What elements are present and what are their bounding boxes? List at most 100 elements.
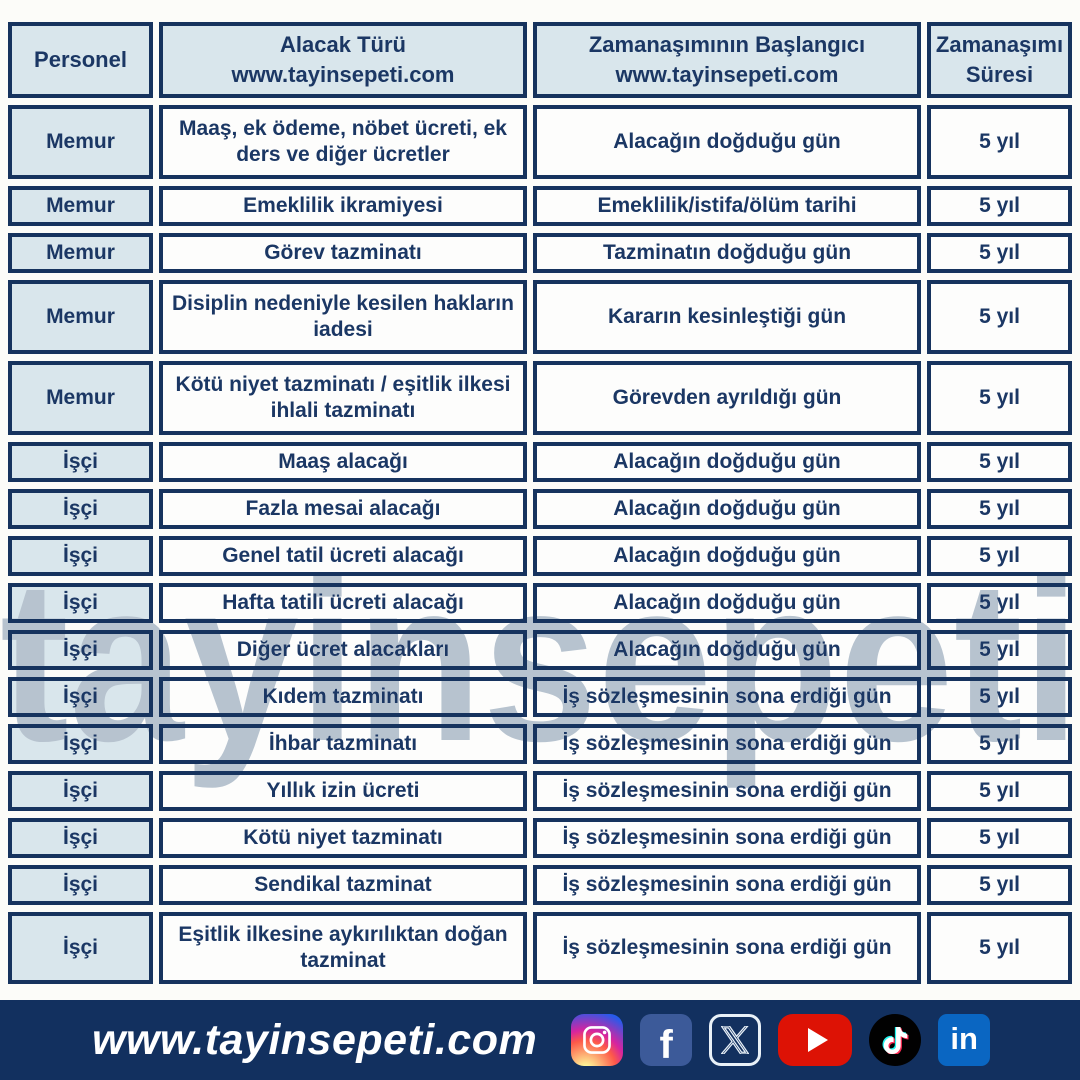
cell-baslangic: Alacağın doğduğu gün [533, 583, 921, 623]
linkedin-in-glyph: in [950, 1020, 978, 1056]
table-row: İşçi İhbar tazminatı İş sözleşmesinin so… [8, 724, 1072, 764]
cell-sure: 5 yıl [927, 865, 1072, 905]
social-icons: f in [571, 1014, 991, 1067]
cell-alacak-turu: Görev tazminatı [159, 233, 527, 273]
tiktok-icon[interactable] [869, 1014, 922, 1066]
cell-personel: İşçi [8, 865, 153, 905]
tiktok-note-glyph [882, 1026, 909, 1054]
cell-alacak-turu: Fazla mesai alacağı [159, 489, 527, 529]
cell-sure: 5 yıl [927, 583, 1072, 623]
cell-baslangic: Görevden ayrıldığı gün [533, 361, 921, 435]
table-row: İşçi Fazla mesai alacağı Alacağın doğduğ… [8, 489, 1072, 529]
facebook-f-glyph: f [659, 1023, 673, 1067]
cell-alacak-turu: Maaş, ek ödeme, nöbet ücreti, ek ders ve… [159, 105, 527, 179]
cell-alacak-turu: Eşitlik ilkesine aykırılıktan doğan tazm… [159, 912, 527, 984]
cell-sure: 5 yıl [927, 105, 1072, 179]
cell-baslangic: Alacağın doğduğu gün [533, 442, 921, 482]
cell-alacak-turu: İhbar tazminatı [159, 724, 527, 764]
header-sure: Zamanaşımı Süresi [927, 22, 1072, 98]
header-row: Personel Alacak Türü www.tayinsepeti.com… [8, 22, 1072, 98]
youtube-icon[interactable] [778, 1014, 853, 1066]
cell-personel: İşçi [8, 583, 153, 623]
cell-alacak-turu: Kötü niyet tazminatı / eşitlik ilkesi ih… [159, 361, 527, 435]
cell-sure: 5 yıl [927, 771, 1072, 811]
cell-baslangic: İş sözleşmesinin sona erdiği gün [533, 771, 921, 811]
table-row: İşçi Eşitlik ilkesine aykırılıktan doğan… [8, 912, 1072, 984]
cell-baslangic: Tazminatın doğduğu gün [533, 233, 921, 273]
linkedin-icon[interactable]: in [938, 1014, 991, 1066]
table-row: İşçi Genel tatil ücreti alacağı Alacağın… [8, 536, 1072, 576]
cell-alacak-turu: Sendikal tazminat [159, 865, 527, 905]
youtube-play-glyph [807, 1028, 828, 1052]
cell-alacak-turu: Genel tatil ücreti alacağı [159, 536, 527, 576]
cell-sure: 5 yıl [927, 536, 1072, 576]
cell-personel: İşçi [8, 818, 153, 858]
table-row: Memur Maaş, ek ödeme, nöbet ücreti, ek d… [8, 105, 1072, 179]
instagram-icon[interactable] [571, 1014, 624, 1066]
cell-personel: İşçi [8, 724, 153, 764]
cell-sure: 5 yıl [927, 186, 1072, 226]
cell-baslangic: İş sözleşmesinin sona erdiği gün [533, 818, 921, 858]
cell-personel: İşçi [8, 442, 153, 482]
cell-sure: 5 yıl [927, 361, 1072, 435]
cell-baslangic: Alacağın doğduğu gün [533, 489, 921, 529]
table-row: İşçi Diğer ücret alacakları Alacağın doğ… [8, 630, 1072, 670]
cell-sure: 5 yıl [927, 677, 1072, 717]
cell-baslangic: İş sözleşmesinin sona erdiği gün [533, 724, 921, 764]
cell-alacak-turu: Disiplin nedeniyle kesilen hakların iade… [159, 280, 527, 354]
cell-personel: Memur [8, 186, 153, 226]
cell-personel: Memur [8, 361, 153, 435]
zamanasimi-table: Personel Alacak Türü www.tayinsepeti.com… [2, 15, 1078, 991]
cell-personel: İşçi [8, 630, 153, 670]
header-alacak-turu: Alacak Türü www.tayinsepeti.com [159, 22, 527, 98]
table-row: İşçi Yıllık izin ücreti İş sözleşmesinin… [8, 771, 1072, 811]
cell-alacak-turu: Kötü niyet tazminatı [159, 818, 527, 858]
table-row: Memur Görev tazminatı Tazminatın doğduğu… [8, 233, 1072, 273]
cell-alacak-turu: Hafta tatili ücreti alacağı [159, 583, 527, 623]
cell-baslangic: Alacağın doğduğu gün [533, 105, 921, 179]
cell-sure: 5 yıl [927, 724, 1072, 764]
cell-sure: 5 yıl [927, 233, 1072, 273]
cell-personel: İşçi [8, 489, 153, 529]
cell-sure: 5 yıl [927, 280, 1072, 354]
table-row: İşçi Sendikal tazminat İş sözleşmesinin … [8, 865, 1072, 905]
table-row: Memur Emeklilik ikramiyesi Emeklilik/ist… [8, 186, 1072, 226]
table-row: İşçi Hafta tatili ücreti alacağı Alacağı… [8, 583, 1072, 623]
cell-baslangic: İş sözleşmesinin sona erdiği gün [533, 865, 921, 905]
cell-sure: 5 yıl [927, 630, 1072, 670]
x-glyph [721, 1026, 750, 1054]
table-row: Memur Kötü niyet tazminatı / eşitlik ilk… [8, 361, 1072, 435]
cell-baslangic: Emeklilik/istifa/ölüm tarihi [533, 186, 921, 226]
x-icon[interactable] [709, 1014, 762, 1066]
cell-alacak-turu: Yıllık izin ücreti [159, 771, 527, 811]
footer-bar: www.tayinsepeti.com f [0, 1000, 1080, 1080]
cell-personel: Memur [8, 105, 153, 179]
table-row: İşçi Maaş alacağı Alacağın doğduğu gün 5… [8, 442, 1072, 482]
cell-sure: 5 yıl [927, 442, 1072, 482]
cell-baslangic: Alacağın doğduğu gün [533, 536, 921, 576]
cell-personel: İşçi [8, 912, 153, 984]
cell-baslangic: Kararın kesinleştiği gün [533, 280, 921, 354]
cell-alacak-turu: Emeklilik ikramiyesi [159, 186, 527, 226]
cell-sure: 5 yıl [927, 912, 1072, 984]
cell-baslangic: İş sözleşmesinin sona erdiği gün [533, 912, 921, 984]
cell-alacak-turu: Diğer ücret alacakları [159, 630, 527, 670]
cell-alacak-turu: Kıdem tazminatı [159, 677, 527, 717]
header-personel: Personel [8, 22, 153, 98]
header-baslangic: Zamanaşımının Başlangıcı www.tayinsepeti… [533, 22, 921, 98]
table-row: Memur Disiplin nedeniyle kesilen hakları… [8, 280, 1072, 354]
table-row: İşçi Kötü niyet tazminatı İş sözleşmesin… [8, 818, 1072, 858]
cell-personel: İşçi [8, 771, 153, 811]
table-row: İşçi Kıdem tazminatı İş sözleşmesinin so… [8, 677, 1072, 717]
cell-personel: Memur [8, 233, 153, 273]
footer-url: www.tayinsepeti.com [92, 1015, 538, 1064]
cell-personel: İşçi [8, 677, 153, 717]
cell-alacak-turu: Maaş alacağı [159, 442, 527, 482]
cell-personel: İşçi [8, 536, 153, 576]
instagram-camera-glyph [583, 1026, 612, 1054]
cell-sure: 5 yıl [927, 818, 1072, 858]
cell-baslangic: Alacağın doğduğu gün [533, 630, 921, 670]
facebook-icon[interactable]: f [640, 1014, 693, 1067]
cell-baslangic: İş sözleşmesinin sona erdiği gün [533, 677, 921, 717]
